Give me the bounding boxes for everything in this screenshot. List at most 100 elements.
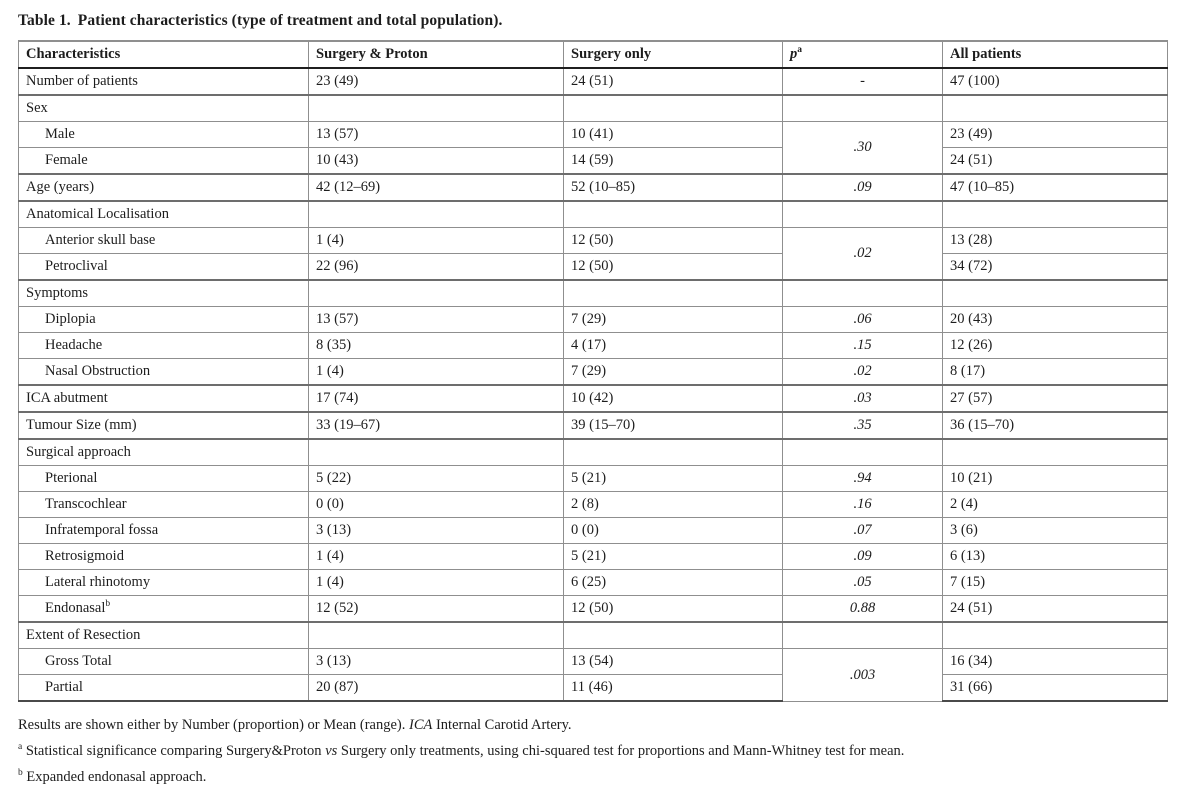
table-caption: Patient characteristics (type of treatme… xyxy=(77,12,503,29)
row-label-cell: Sex xyxy=(18,94,309,122)
row-label-cell: Diplopia xyxy=(18,306,309,333)
row-label-cell: Anatomical Localisation xyxy=(18,200,309,228)
surgery-proton-cell xyxy=(308,279,564,307)
p-value-cell xyxy=(782,438,943,466)
surgery-proton-cell: 13 (57) xyxy=(308,121,564,148)
p-value-cell: .02 xyxy=(782,358,943,386)
section-row: Extent of Resection xyxy=(18,621,1168,649)
p-value-cell: .07 xyxy=(782,517,943,544)
surgery-proton-cell: 1 (4) xyxy=(308,358,564,386)
row-label-cell: ICA abutment xyxy=(18,384,309,413)
surgery-proton-cell: 20 (87) xyxy=(308,674,564,702)
p-value-cell: .35 xyxy=(782,411,943,440)
col-header-surgery-only: Surgery only xyxy=(563,40,783,69)
row-label-cell: Gross Total xyxy=(18,648,309,675)
p-header-label: p xyxy=(790,46,798,63)
p-value-cell: .30 xyxy=(782,121,943,175)
footnote-marker: b xyxy=(18,768,23,779)
row-label-cell: Surgical approach xyxy=(18,438,309,466)
col-header-all-patients: All patients xyxy=(942,40,1168,69)
all-patients-cell xyxy=(942,279,1168,307)
surgery-proton-cell: 1 (4) xyxy=(308,569,564,596)
table-title: Table 1. Patient characteristics (type of… xyxy=(18,12,1167,30)
footnote-marker: a xyxy=(18,742,23,753)
table-row: ICA abutment 17 (74) 10 (42) .03 27 (57) xyxy=(18,384,1168,413)
surgery-proton-cell: 17 (74) xyxy=(308,384,564,413)
surgery-only-cell: 0 (0) xyxy=(563,517,783,544)
all-patients-cell: 31 (66) xyxy=(942,674,1168,702)
p-value-cell: .003 xyxy=(782,648,943,702)
all-patients-cell: 27 (57) xyxy=(942,384,1168,413)
all-patients-cell: 24 (51) xyxy=(942,595,1168,623)
footnote-line-2: a Statistical significance comparing Sur… xyxy=(18,742,1167,761)
row-label-cell: Pterional xyxy=(18,465,309,492)
all-patients-cell: 7 (15) xyxy=(942,569,1168,596)
surgery-only-cell xyxy=(563,94,783,122)
table-row: Male 13 (57) 10 (41) .30 23 (49) xyxy=(18,121,1168,175)
all-patients-cell: 47 (100) xyxy=(942,67,1168,96)
all-patients-cell: 23 (49) xyxy=(942,121,1168,148)
table-row: Nasal Obstruction 1 (4) 7 (29) .02 8 (17) xyxy=(18,358,1168,386)
table-number: Table 1. xyxy=(18,12,71,29)
all-patients-cell xyxy=(942,438,1168,466)
table-row: Petroclival 22 (96) 12 (50) 34 (72) xyxy=(18,253,1168,281)
col-header-surgery-proton: Surgery & Proton xyxy=(308,40,564,69)
row-label-cell: Petroclival xyxy=(18,253,309,281)
table-row: Number of patients 23 (49) 24 (51) -47 (100… xyxy=(18,67,1168,96)
table-row: Pterional 5 (22) 5 (21) .94 10 (21) xyxy=(18,465,1168,492)
p-value-cell: .06 xyxy=(782,306,943,333)
surgery-only-cell: 12 (50) xyxy=(563,595,783,623)
surgery-proton-cell xyxy=(308,200,564,228)
table-row: Partial 20 (87) 11 (46) 31 (66) xyxy=(18,674,1168,702)
footnote-text: Expanded endonasal approach. xyxy=(22,769,207,785)
surgery-only-cell xyxy=(563,438,783,466)
all-patients-cell: 12 (26) xyxy=(942,332,1168,359)
p-value-cell: .05 xyxy=(782,569,943,596)
p-value-cell xyxy=(782,279,943,307)
table-row: Transcochlear 0 (0) 2 (8) .16 2 (4) xyxy=(18,491,1168,518)
surgery-proton-cell: 13 (57) xyxy=(308,306,564,333)
all-patients-cell: 34 (72) xyxy=(942,253,1168,281)
surgery-only-cell: 4 (17) xyxy=(563,332,783,359)
surgery-proton-cell: 33 (19–67) xyxy=(308,411,564,440)
surgery-only-cell: 10 (42) xyxy=(563,384,783,413)
all-patients-cell: 20 (43) xyxy=(942,306,1168,333)
surgery-only-cell xyxy=(563,200,783,228)
all-patients-cell: 6 (13) xyxy=(942,543,1168,570)
surgery-only-cell: 12 (50) xyxy=(563,253,783,281)
all-patients-cell: 13 (28) xyxy=(942,227,1168,254)
surgery-only-cell xyxy=(563,279,783,307)
surgery-proton-cell: 10 (43) xyxy=(308,147,564,175)
p-value-cell: .94 xyxy=(782,465,943,492)
p-value-cell xyxy=(782,94,943,122)
surgery-only-cell: 39 (15–70) xyxy=(563,411,783,440)
surgery-proton-cell: 23 (49) xyxy=(308,67,564,96)
surgery-proton-cell: 1 (4) xyxy=(308,543,564,570)
p-value-cell: .16 xyxy=(782,491,943,518)
surgery-only-cell: 6 (25) xyxy=(563,569,783,596)
surgery-proton-cell xyxy=(308,621,564,649)
table-row: Headache 8 (35) 4 (17) .15 12 (26) xyxy=(18,332,1168,359)
surgery-proton-cell: 8 (35) xyxy=(308,332,564,359)
surgery-only-cell xyxy=(563,621,783,649)
col-header-characteristics: Characteristics xyxy=(18,40,309,69)
surgery-proton-cell: 3 (13) xyxy=(308,648,564,675)
surgery-only-cell: 5 (21) xyxy=(563,543,783,570)
all-patients-cell: 3 (6) xyxy=(942,517,1168,544)
footnote-text: Surgery only treatments, using chi-squar… xyxy=(337,743,905,759)
section-row: Anatomical Localisation xyxy=(18,200,1168,228)
row-label-cell: Transcochlear xyxy=(18,491,309,518)
surgery-only-cell: 52 (10–85) xyxy=(563,173,783,202)
p-value-cell: 0.88 xyxy=(782,595,943,623)
table-body: Number of patients 23 (49) 24 (51) -47 (100… xyxy=(18,67,1168,702)
table-row: Lateral rhinotomy 1 (4) 6 (25) .05 7 (15) xyxy=(18,569,1168,596)
surgery-proton-cell: 5 (22) xyxy=(308,465,564,492)
table-row: Age (years) 42 (12–69) 52 (10–85) .09 47 (10… xyxy=(18,173,1168,202)
row-label-cell: Nasal Obstruction xyxy=(18,358,309,386)
row-label-cell: Female xyxy=(18,147,309,175)
row-label-cell: Tumour Size (mm) xyxy=(18,411,309,440)
surgery-proton-cell: 22 (96) xyxy=(308,253,564,281)
section-row: Symptoms xyxy=(18,279,1168,307)
table-footnotes: Results are shown either by Number (prop… xyxy=(18,716,1167,787)
